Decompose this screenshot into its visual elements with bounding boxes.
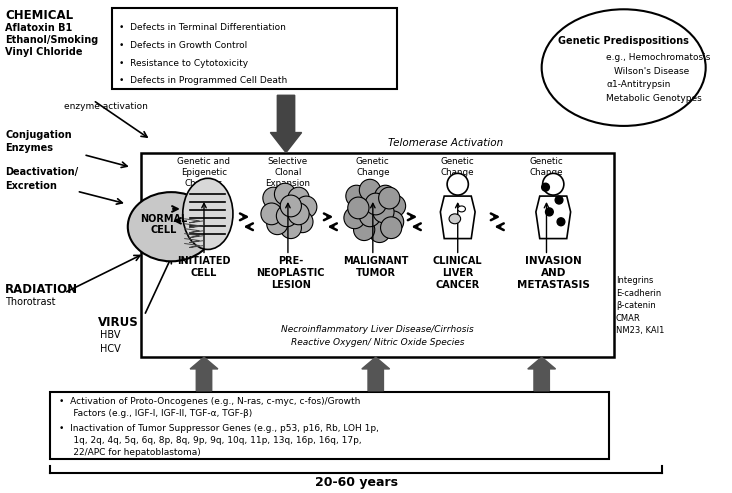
Polygon shape: [536, 196, 571, 239]
Circle shape: [277, 205, 298, 227]
Circle shape: [369, 221, 390, 243]
Text: •  Resistance to Cytotoxicity: • Resistance to Cytotoxicity: [119, 59, 248, 68]
FancyArrow shape: [362, 357, 389, 391]
Ellipse shape: [542, 174, 564, 195]
Text: PRE-
NEOPLASTIC
LESION: PRE- NEOPLASTIC LESION: [257, 256, 325, 289]
Circle shape: [373, 201, 394, 223]
FancyArrow shape: [528, 357, 556, 391]
Circle shape: [348, 197, 369, 219]
FancyArrow shape: [190, 357, 218, 391]
Text: Genetic and
Epigenetic
Changes: Genetic and Epigenetic Changes: [177, 157, 231, 188]
Circle shape: [557, 218, 565, 226]
Polygon shape: [441, 196, 475, 239]
Bar: [50, 392, 609, 459]
Circle shape: [381, 217, 402, 239]
Circle shape: [365, 193, 386, 215]
Text: •  Inactivation of Tumor Suppressor Genes (e.g., p53, p16, Rb, LOH 1p,
     1q, : • Inactivation of Tumor Suppressor Genes…: [59, 424, 379, 457]
Circle shape: [555, 196, 563, 204]
Text: Thorotrast: Thorotrast: [5, 297, 56, 307]
Text: Genetic
Change: Genetic Change: [530, 157, 564, 176]
Circle shape: [274, 183, 296, 205]
Circle shape: [359, 179, 381, 201]
Circle shape: [261, 203, 282, 225]
Circle shape: [346, 185, 367, 207]
Text: Deactivation/
Excretion: Deactivation/ Excretion: [5, 168, 78, 191]
Bar: [112, 8, 397, 89]
Text: Genetic
Change: Genetic Change: [356, 157, 389, 176]
Circle shape: [383, 211, 404, 233]
Circle shape: [359, 205, 381, 227]
Circle shape: [384, 195, 406, 217]
Circle shape: [378, 187, 400, 209]
Text: MALIGNANT
TUMOR: MALIGNANT TUMOR: [343, 256, 408, 278]
Text: Aflatoxin B1: Aflatoxin B1: [5, 23, 72, 33]
Text: CHEMICAL: CHEMICAL: [5, 9, 73, 22]
Text: enzyme activation: enzyme activation: [64, 102, 148, 111]
Text: •  Activation of Proto-Oncogenes (e.g., N-ras, c-myc, c-fos)/Growth
     Factors: • Activation of Proto-Oncogenes (e.g., N…: [59, 397, 361, 418]
Text: α1-Antitrypsin: α1-Antitrypsin: [606, 80, 671, 89]
Circle shape: [344, 207, 365, 229]
Text: INVASION
AND
METASTASIS: INVASION AND METASTASIS: [517, 256, 590, 289]
Text: Ethanol/Smoking: Ethanol/Smoking: [5, 35, 99, 45]
Text: e.g., Hemochromatosis: e.g., Hemochromatosis: [606, 53, 711, 62]
Circle shape: [288, 187, 309, 209]
Circle shape: [280, 217, 302, 239]
Circle shape: [545, 208, 553, 216]
Text: Metabolic Genotypes: Metabolic Genotypes: [606, 94, 702, 104]
Ellipse shape: [449, 214, 460, 224]
Text: Genetic Predispositions: Genetic Predispositions: [559, 36, 689, 46]
Text: HBV
HCV: HBV HCV: [100, 330, 121, 353]
Circle shape: [292, 211, 313, 233]
Circle shape: [375, 185, 396, 207]
Text: Genetic
Change: Genetic Change: [441, 157, 474, 176]
Circle shape: [266, 213, 288, 235]
Text: •  Defects in Growth Control: • Defects in Growth Control: [119, 41, 247, 50]
Text: Vinyl Chloride: Vinyl Chloride: [5, 47, 83, 57]
Circle shape: [354, 219, 375, 241]
Text: CELL: CELL: [150, 225, 176, 235]
Ellipse shape: [542, 9, 706, 126]
Ellipse shape: [128, 192, 214, 261]
Text: CLINICAL
LIVER
CANCER: CLINICAL LIVER CANCER: [433, 256, 482, 289]
Text: Integrins
E-cadherin
β-catenin
CMAR
NM23, KAI1: Integrins E-cadherin β-catenin CMAR NM23…: [616, 276, 665, 335]
Text: •  Defects in Programmed Cell Death: • Defects in Programmed Cell Death: [119, 76, 288, 85]
Text: RADIATION: RADIATION: [5, 283, 78, 296]
Circle shape: [280, 195, 302, 217]
Text: NORMAL: NORMAL: [140, 214, 187, 224]
Ellipse shape: [183, 178, 233, 249]
Text: VIRUS: VIRUS: [98, 316, 138, 329]
Text: Conjugation
Enzymes: Conjugation Enzymes: [5, 130, 72, 153]
Text: •  Defects in Terminal Differentiation: • Defects in Terminal Differentiation: [119, 23, 286, 32]
Text: INITIATED
CELL: INITIATED CELL: [177, 256, 231, 278]
Circle shape: [296, 196, 317, 218]
Text: Reactive Oxygen/ Nitric Oxide Species: Reactive Oxygen/ Nitric Oxide Species: [291, 338, 464, 348]
FancyArrow shape: [270, 95, 302, 153]
Ellipse shape: [458, 206, 466, 212]
Circle shape: [288, 203, 309, 225]
Circle shape: [263, 187, 284, 209]
Text: Necroinflammatory Liver Disease/Cirrhosis: Necroinflammatory Liver Disease/Cirrhosi…: [281, 324, 474, 334]
Text: 20-60 years: 20-60 years: [315, 476, 398, 489]
Text: Wilson's Disease: Wilson's Disease: [614, 67, 690, 75]
Circle shape: [542, 183, 550, 191]
Ellipse shape: [447, 174, 468, 195]
Text: Telomerase Activation: Telomerase Activation: [387, 138, 503, 148]
Bar: [141, 153, 614, 357]
Text: Selective
Clonal
Expansion: Selective Clonal Expansion: [266, 157, 310, 188]
